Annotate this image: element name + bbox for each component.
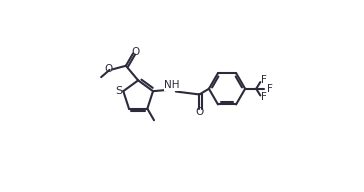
Text: F: F bbox=[261, 75, 267, 85]
Text: F: F bbox=[266, 84, 273, 94]
Text: O: O bbox=[104, 64, 113, 74]
Text: F: F bbox=[261, 92, 267, 102]
Text: S: S bbox=[115, 86, 123, 96]
Text: O: O bbox=[131, 47, 139, 57]
Text: NH: NH bbox=[164, 80, 180, 90]
Text: O: O bbox=[195, 107, 203, 117]
